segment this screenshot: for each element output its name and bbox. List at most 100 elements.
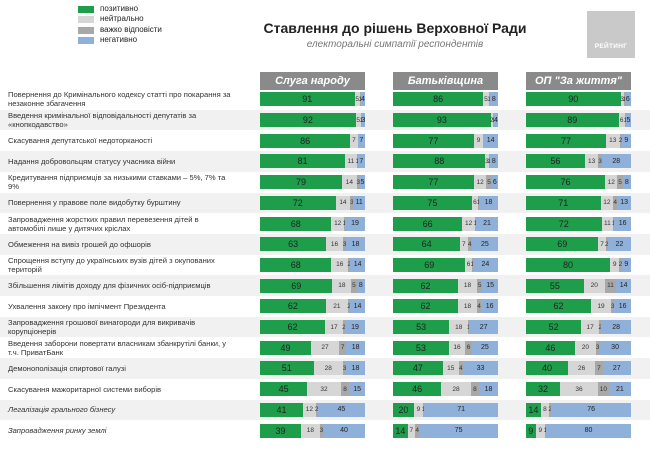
bar-segment-pos: 68 bbox=[260, 216, 332, 231]
data-label: 86 bbox=[433, 94, 444, 105]
bar-segment-neg: 45 bbox=[317, 402, 365, 417]
bar-segment-hard: 5 bbox=[477, 278, 483, 293]
data-label: 28 bbox=[612, 157, 621, 165]
data-label: 71 bbox=[558, 197, 569, 208]
data-label: 4 bbox=[477, 302, 481, 310]
data-label: 17 bbox=[586, 323, 594, 331]
data-label: 27 bbox=[321, 344, 329, 352]
bar-segment-hard: 4 bbox=[613, 195, 618, 210]
data-label: 76 bbox=[560, 177, 571, 188]
data-label: 32 bbox=[537, 384, 548, 395]
data-label: 6 bbox=[625, 95, 630, 103]
bar-segment-hard: 1 bbox=[622, 92, 626, 107]
table-row: Обмеження на вивіз грошей до офшорів 63 16… bbox=[0, 233, 650, 255]
data-label: 13 bbox=[588, 157, 596, 165]
data-label: 7 bbox=[340, 344, 345, 352]
data-label: 71 bbox=[457, 406, 465, 414]
bar-segment-neg: 8 bbox=[489, 154, 498, 169]
bar-segment-neg: 5 bbox=[625, 113, 631, 128]
bar-segment-neg: 80 bbox=[546, 423, 631, 438]
bar-segment-neutral: 18 bbox=[458, 278, 477, 293]
bar-segment-neg: 21 bbox=[475, 216, 498, 231]
data-label: 12 bbox=[476, 178, 484, 186]
bar-segment-pos: 86 bbox=[393, 92, 484, 107]
bar-segment-pos: 64 bbox=[393, 237, 461, 252]
data-label: 63 bbox=[288, 239, 299, 250]
bar-segment-pos: 14 bbox=[393, 423, 408, 438]
bar-segment-hard: 3 bbox=[356, 175, 360, 190]
bar-segment-hard: 3 bbox=[343, 361, 346, 376]
data-label: 7 bbox=[359, 137, 364, 145]
bar-segment-neutral: 2 bbox=[490, 113, 494, 128]
bar-segment-neg: 25 bbox=[471, 237, 498, 252]
bar-segment-neg: 21 bbox=[608, 382, 631, 397]
bar-segment-neutral: 9 bbox=[413, 402, 424, 417]
data-label: 4 bbox=[360, 95, 365, 103]
bar-segment-hard: 1 bbox=[360, 113, 363, 128]
bar-segment-neutral: 28 bbox=[441, 382, 471, 397]
data-label: 12 bbox=[305, 406, 313, 414]
data-label: 76 bbox=[587, 406, 595, 414]
data-label: 7 bbox=[352, 137, 356, 145]
data-label: 11 bbox=[607, 282, 614, 290]
data-label: 18 bbox=[351, 240, 360, 248]
data-label: 32 bbox=[320, 385, 328, 393]
bar-segment-pos: 77 bbox=[393, 133, 474, 148]
data-label: 4 bbox=[467, 240, 472, 248]
bar-segment-neg: 8 bbox=[622, 175, 631, 190]
bar-segment-neutral: 12 bbox=[600, 195, 614, 210]
legend-swatch-positive bbox=[78, 5, 94, 13]
bar-segment-hard: 7 bbox=[339, 340, 347, 355]
bar-segment-neutral: 36 bbox=[559, 382, 599, 397]
data-label: 1 bbox=[343, 220, 347, 227]
data-label: 24 bbox=[481, 261, 490, 269]
data-label: 47 bbox=[412, 363, 423, 374]
bar-segment-pos: 41 bbox=[260, 402, 304, 417]
bar-segment-neg: 27 bbox=[469, 320, 498, 335]
data-label: 62 bbox=[420, 301, 431, 312]
data-label: 3 bbox=[350, 199, 354, 207]
bar-segment-hard: 10 bbox=[598, 382, 609, 397]
table-row: Введення кримінальної відповідальності д… bbox=[0, 109, 650, 131]
data-label: 89 bbox=[567, 115, 578, 126]
bar-segment-pos: 49 bbox=[260, 340, 311, 355]
data-label: 14 bbox=[619, 282, 628, 290]
table-row: Запровадження жорстких правил перевезенн… bbox=[0, 213, 650, 234]
data-label: 40 bbox=[541, 363, 552, 374]
data-label: 22 bbox=[615, 240, 624, 248]
bar-segment-neg: 75 bbox=[419, 423, 498, 438]
bar-segment-neutral: 14 bbox=[335, 195, 351, 210]
bar-segment-hard: 3 bbox=[350, 195, 354, 210]
bar-segment-neg: 22 bbox=[607, 237, 631, 252]
data-label: 18 bbox=[351, 344, 360, 352]
bar-segment-neg: 7 bbox=[357, 133, 365, 148]
bar-segment-pos: 52 bbox=[526, 320, 582, 335]
data-label: 4 bbox=[459, 364, 463, 372]
bar-segment-pos: 62 bbox=[260, 299, 326, 314]
data-label: 21 bbox=[333, 302, 341, 310]
bar-segment-neutral: 18 bbox=[458, 299, 477, 314]
data-label: 27 bbox=[612, 364, 621, 372]
row-label: Скасування депутатської недоторканості bbox=[8, 136, 153, 146]
data-label: 5 bbox=[355, 95, 359, 103]
data-label: 5 bbox=[352, 282, 356, 290]
row-label: Скасування мажоритарної системи виборів bbox=[8, 384, 162, 394]
bar-segment-neutral: 3 bbox=[620, 92, 624, 107]
bar-segment-neutral: 7 bbox=[598, 237, 606, 252]
data-label: 68 bbox=[290, 259, 301, 270]
bar-segment-neg: 8 bbox=[489, 92, 498, 107]
data-label: 11 bbox=[355, 199, 363, 207]
bar-segment-neg: 11 bbox=[353, 195, 365, 210]
data-label: 20 bbox=[398, 404, 409, 415]
bar-segment-neg: 16 bbox=[614, 216, 631, 231]
logo-text: РЕЙТИНГ bbox=[594, 43, 628, 50]
data-label: 36 bbox=[575, 385, 583, 393]
data-label: 8 bbox=[343, 385, 347, 393]
bar-segment-hard: 1 bbox=[487, 154, 491, 169]
data-label: 3 bbox=[595, 344, 600, 352]
data-label: 15 bbox=[486, 282, 495, 290]
data-label: 81 bbox=[297, 156, 308, 167]
bar-segment-neutral: 17 bbox=[325, 320, 343, 335]
bar-segment-pos: 45 bbox=[260, 382, 308, 397]
bar-segment-neutral: 7 bbox=[407, 423, 416, 438]
